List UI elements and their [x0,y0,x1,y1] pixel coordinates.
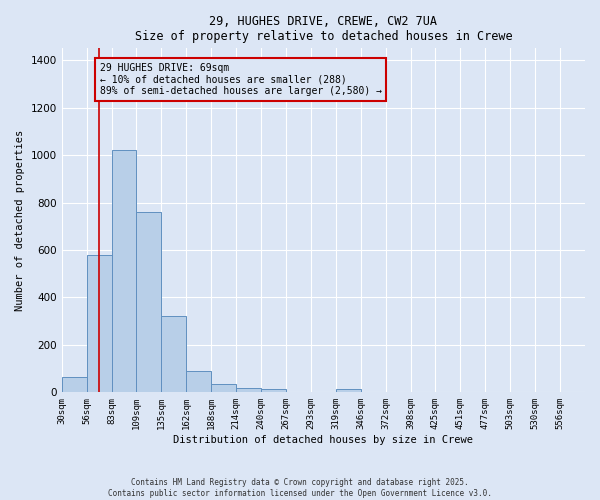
Bar [86,254,112,392]
Bar [62,377,86,392]
Bar [186,371,211,392]
Title: 29, HUGHES DRIVE, CREWE, CW2 7UA
Size of property relative to detached houses in: 29, HUGHES DRIVE, CREWE, CW2 7UA Size of… [134,15,512,43]
Bar [336,389,361,392]
Bar [261,390,286,392]
Bar [211,384,236,392]
Bar [236,388,261,392]
Bar [161,316,186,392]
Y-axis label: Number of detached properties: Number of detached properties [15,130,25,311]
Bar [136,212,161,392]
Bar [112,150,136,392]
Text: 29 HUGHES DRIVE: 69sqm
← 10% of detached houses are smaller (288)
89% of semi-de: 29 HUGHES DRIVE: 69sqm ← 10% of detached… [100,62,382,96]
X-axis label: Distribution of detached houses by size in Crewe: Distribution of detached houses by size … [173,435,473,445]
Text: Contains HM Land Registry data © Crown copyright and database right 2025.
Contai: Contains HM Land Registry data © Crown c… [108,478,492,498]
